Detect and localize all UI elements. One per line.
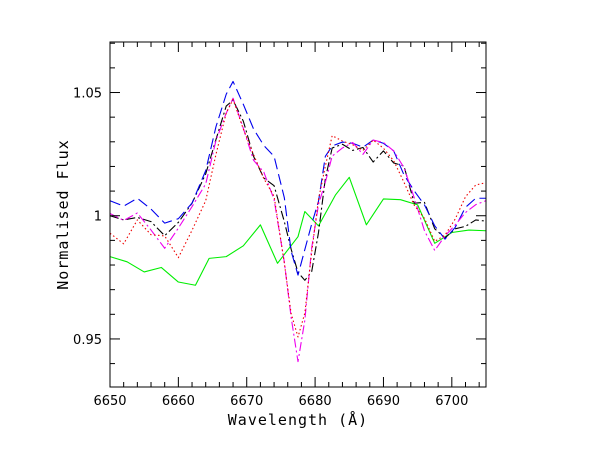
series-line-4: [109, 97, 487, 363]
y-tick-label: 0.95: [73, 333, 102, 348]
x-tick-label: 6650: [93, 394, 126, 409]
series-line-5: [109, 98, 487, 338]
series-line-1: [109, 176, 487, 286]
series-line-3: [109, 80, 486, 276]
y-tick-label: 1: [94, 210, 102, 225]
series-layer: [109, 80, 487, 363]
x-tick-label: 6680: [299, 394, 332, 409]
x-tick-label: 6700: [435, 394, 468, 409]
x-tick-label: 6670: [230, 394, 263, 409]
series-line-2: [109, 99, 487, 281]
y-axis-label: Normalised Flux: [54, 139, 72, 289]
x-axis-label: Wavelength (Å): [228, 410, 368, 429]
x-tick-label: 6690: [367, 394, 400, 409]
x-tick-label: 6660: [162, 394, 195, 409]
ticks-layer: [109, 42, 486, 387]
y-tick-label: 1.05: [73, 87, 102, 102]
plot-frame: [109, 41, 487, 388]
tick-labels-layer: 6650 6660 6670 6680 6690 6700 0.95 1 1.05: [73, 87, 468, 409]
